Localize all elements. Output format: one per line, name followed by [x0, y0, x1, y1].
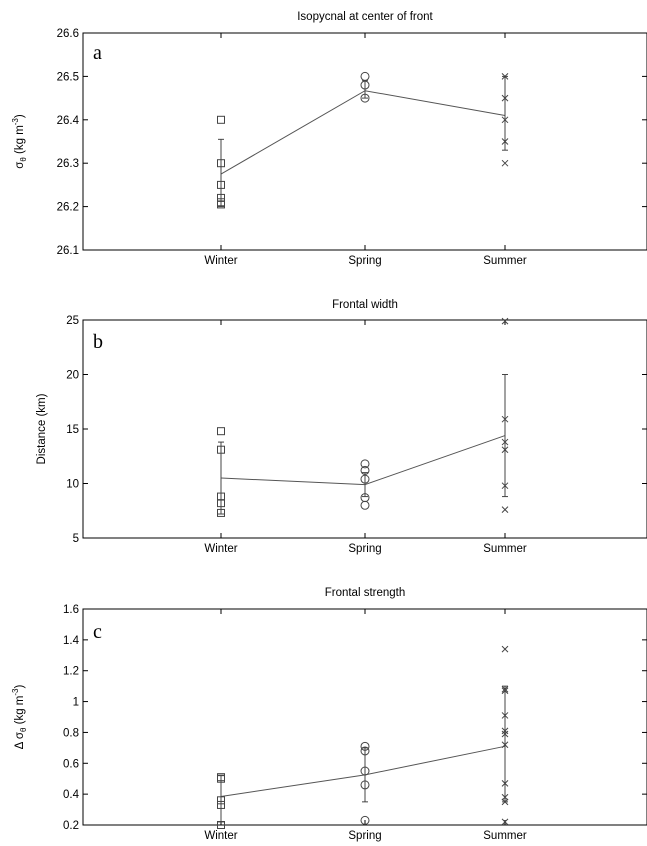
x-tick-label: Spring	[348, 830, 381, 842]
data-point-square	[217, 508, 225, 517]
x-tick-label: Winter	[204, 255, 237, 267]
y-tick-label: 25	[66, 315, 79, 327]
x-tick-label: Winter	[204, 543, 237, 555]
data-point-x	[501, 446, 509, 454]
data-point-square	[217, 445, 225, 454]
data-point-x	[501, 94, 509, 102]
panel-a-title: Isopycnal at center of front	[297, 11, 433, 23]
y-tick-label: 0.8	[63, 727, 79, 739]
x-tick-label: Winter	[204, 830, 237, 842]
panel-a: Isopycnal at center of front a σθ (kg m-…	[11, 11, 647, 267]
panel-b-ylabel: Distance (km)	[36, 393, 48, 464]
panel-c-letter: c	[93, 621, 102, 643]
y-tick-label: 1.6	[63, 604, 79, 616]
data-point-square	[217, 180, 225, 189]
panel-b-y-ticks: 5 10 15 20 25	[66, 315, 647, 545]
x-tick-label: Spring	[348, 255, 381, 267]
panel-a-plot-frame	[82, 32, 647, 251]
data-point-x	[501, 779, 509, 787]
data-point-x	[501, 712, 509, 719]
data-point-x	[501, 798, 509, 806]
y-tick-label: 10	[66, 479, 79, 491]
data-point-circle	[360, 815, 370, 825]
data-point-circle	[360, 474, 370, 484]
data-point-circle	[360, 746, 370, 756]
mean-line	[220, 90, 506, 175]
panel-b-letter: b	[93, 331, 103, 353]
x-tick-label: Spring	[348, 543, 381, 555]
data-point-x	[501, 438, 509, 446]
data-point-circle	[360, 500, 370, 510]
data-point-x	[501, 730, 509, 738]
y-tick-label: 0.4	[63, 789, 80, 801]
x-tick-label: Summer	[483, 830, 527, 842]
data-point-circle	[360, 459, 370, 469]
data-point-circle	[360, 741, 370, 751]
y-tick-label: 26.2	[57, 202, 79, 214]
data-point-x	[501, 159, 509, 167]
panel-b-title: Frontal width	[332, 299, 398, 311]
panel-b-marks	[217, 317, 509, 517]
data-point-square	[217, 115, 225, 124]
data-point-x	[501, 317, 509, 325]
data-point-square	[217, 796, 225, 805]
data-point-circle	[360, 766, 370, 776]
y-tick-label: 26.3	[57, 158, 79, 170]
data-point-x	[501, 741, 509, 749]
y-tick-label: 15	[66, 424, 79, 436]
data-point-square	[217, 774, 225, 783]
panel-a-marks	[217, 71, 509, 209]
data-point-x	[501, 687, 509, 695]
x-tick-label: Summer	[483, 543, 527, 555]
data-point-x	[501, 645, 509, 653]
panel-a-letter: a	[93, 42, 102, 64]
panel-b-x-ticks: Winter Spring Summer	[204, 320, 527, 555]
data-point-square	[217, 499, 225, 508]
y-tick-label: 26.4	[57, 115, 80, 127]
y-tick-label: 1.2	[63, 666, 79, 678]
data-point-x	[501, 415, 509, 423]
data-point-square	[217, 159, 225, 168]
data-point-circle	[360, 80, 370, 90]
y-tick-label: 20	[66, 370, 79, 382]
panel-a-ylabel: σθ (kg m-3)	[11, 114, 28, 169]
data-point-circle	[360, 93, 370, 103]
y-tick-label: 1.4	[63, 635, 80, 647]
y-tick-label: 0.6	[63, 758, 79, 770]
data-point-x	[501, 506, 509, 514]
panel-a-x-ticks: Winter Spring Summer	[204, 33, 527, 267]
panel-c-y-ticks: 0.2 0.4 0.6 0.8 1 1.2 1.4 1.6	[63, 604, 647, 832]
panel-c-title: Frontal strength	[325, 587, 406, 599]
y-tick-label: 26.5	[57, 71, 79, 83]
panel-c: Frontal strength c Δ σθ (kg m-3) 0.20.40…	[11, 587, 647, 842]
y-tick-label: 0.2	[63, 820, 79, 832]
data-point-x	[501, 685, 509, 693]
data-point-x	[501, 818, 509, 826]
data-point-square	[217, 427, 225, 436]
y-tick-label: 26.6	[57, 28, 79, 40]
data-point-x	[501, 727, 509, 735]
x-tick-label: Summer	[483, 255, 527, 267]
data-point-x	[501, 116, 509, 124]
panel-b: Frontal width b Distance (km) 510152025 …	[36, 299, 647, 555]
y-tick-label: 1	[73, 697, 79, 709]
panel-b-plot-frame	[82, 319, 647, 539]
data-point-square	[217, 200, 225, 209]
panel-a-y-ticks: 26.1 26.2 26.3 26.4 26.5 26.6	[57, 28, 647, 257]
data-point-circle	[360, 465, 370, 475]
data-point-x	[501, 73, 509, 80]
data-point-x	[501, 482, 509, 490]
data-point-square	[217, 821, 225, 829]
data-point-circle	[360, 780, 370, 790]
data-point-x	[501, 138, 509, 145]
data-point-circle	[360, 71, 370, 81]
y-tick-label: 26.1	[57, 245, 79, 257]
data-point-square	[217, 800, 225, 809]
panel-c-x-ticks: Winter Spring Summer	[204, 609, 527, 842]
panel-c-marks	[217, 645, 509, 829]
panel-c-ylabel: Δ σθ (kg m-3)	[11, 684, 28, 749]
y-tick-label: 5	[73, 533, 79, 545]
